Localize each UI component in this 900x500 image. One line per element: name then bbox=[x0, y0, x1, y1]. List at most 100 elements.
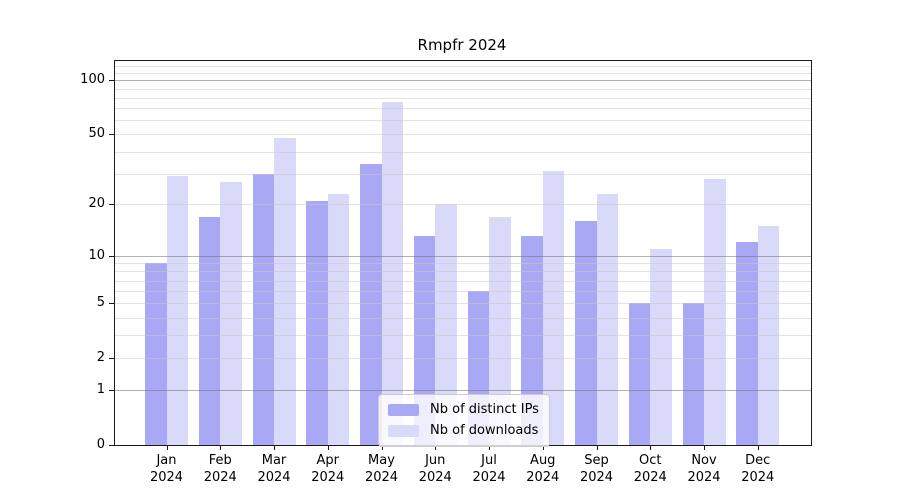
x-tick-month: Jan bbox=[156, 453, 177, 468]
gridline-minor bbox=[115, 97, 811, 99]
x-tick-label-sep: Sep 2024 bbox=[565, 452, 629, 486]
x-tick-label-apr: Apr 2024 bbox=[296, 452, 360, 486]
bar-downloads-nov bbox=[704, 178, 726, 445]
x-tick-label-nov: Nov 2024 bbox=[672, 452, 736, 486]
x-tick-label-jan: Jan 2024 bbox=[135, 452, 199, 486]
y-tick-label: 100 bbox=[80, 72, 105, 88]
bar-ips-apr bbox=[306, 200, 328, 445]
x-tick-label-mar: Mar 2024 bbox=[242, 452, 306, 486]
x-tick-year: 2024 bbox=[687, 470, 721, 485]
gridline-minor bbox=[115, 173, 811, 175]
bar-downloads-jun bbox=[435, 204, 457, 445]
x-tick-month: Mar bbox=[261, 453, 287, 468]
legend-label: Nb of distinct IPs bbox=[430, 402, 539, 417]
y-tick-label: 5 bbox=[96, 295, 105, 311]
bar-downloads-aug bbox=[542, 171, 565, 445]
y-tick-label: 10 bbox=[88, 247, 105, 263]
bar-downloads-mar bbox=[274, 137, 296, 445]
bar-ips-may bbox=[360, 164, 382, 445]
gridline-minor bbox=[115, 66, 811, 68]
y-tick-mark bbox=[109, 134, 114, 136]
gridline-major bbox=[115, 80, 811, 82]
x-tick-year: 2024 bbox=[579, 470, 614, 485]
plot-area: 0 1 2 5 10 20 50 100 Jan 2024 Feb 2024 Mar 2024 Apr 202… bbox=[80, 60, 812, 485]
y-tick-mark bbox=[109, 358, 114, 360]
x-tick-label-aug: Aug 2024 bbox=[511, 452, 575, 486]
x-tick-year: 2024 bbox=[149, 470, 184, 485]
x-tick-mark bbox=[596, 446, 598, 450]
y-tick-mark bbox=[109, 204, 114, 206]
bar-downloads-sep bbox=[596, 193, 618, 445]
x-tick-mark bbox=[381, 446, 383, 450]
y-tick-mark bbox=[109, 390, 114, 392]
x-tick-mark bbox=[650, 446, 652, 450]
x-tick-month: Jul bbox=[481, 453, 497, 468]
bar-downloads-dec bbox=[757, 225, 780, 445]
x-tick-month: Apr bbox=[316, 453, 340, 468]
x-tick-year: 2024 bbox=[472, 470, 506, 485]
legend-swatch bbox=[388, 424, 419, 437]
bar-ips-jan bbox=[145, 263, 167, 445]
x-tick-label-may: May 2024 bbox=[350, 452, 414, 486]
bar-ips-nov bbox=[682, 303, 704, 445]
x-tick-year: 2024 bbox=[257, 470, 291, 485]
x-tick-year: 2024 bbox=[526, 470, 560, 485]
gridline-minor bbox=[115, 134, 811, 136]
bar-downloads-oct bbox=[650, 248, 672, 445]
gridline-minor bbox=[115, 88, 811, 90]
legend-swatch bbox=[388, 403, 419, 416]
y-tick-label: 20 bbox=[88, 196, 105, 212]
bar-downloads-jan bbox=[166, 176, 188, 445]
y-tick-mark bbox=[109, 303, 114, 305]
bar-downloads-apr bbox=[327, 193, 350, 445]
legend: Nb of distinct IPs Nb of downloads bbox=[378, 394, 550, 447]
bar-downloads-may bbox=[381, 101, 403, 445]
x-tick-mark bbox=[166, 446, 168, 450]
x-tick-month: Feb bbox=[208, 453, 232, 468]
x-tick-month: Dec bbox=[745, 453, 771, 468]
x-tick-label-dec: Dec 2024 bbox=[726, 452, 790, 486]
y-tick-label: 2 bbox=[96, 350, 105, 366]
x-tick-mark bbox=[220, 446, 222, 450]
x-tick-month: May bbox=[368, 453, 395, 468]
x-tick-month: Nov bbox=[691, 453, 717, 468]
x-tick-mark bbox=[757, 446, 759, 450]
x-tick-month: Jun bbox=[425, 453, 446, 468]
x-tick-label-jul: Jul 2024 bbox=[457, 452, 521, 486]
bar-downloads-jul bbox=[489, 216, 511, 445]
y-tick-mark bbox=[109, 255, 114, 257]
x-tick-mark bbox=[704, 446, 705, 450]
x-tick-year: 2024 bbox=[311, 470, 345, 485]
x-tick-mark bbox=[489, 446, 490, 450]
bar-ips-sep bbox=[575, 221, 597, 445]
bar-ips-mar bbox=[252, 173, 274, 445]
x-tick-label-oct: Oct 2024 bbox=[618, 452, 682, 486]
x-tick-year: 2024 bbox=[633, 470, 667, 485]
y-tick-mark bbox=[109, 445, 114, 446]
x-tick-month: Sep bbox=[584, 453, 609, 468]
chart-title: Rmpfr 2024 bbox=[417, 36, 507, 54]
bar-ips-jun bbox=[413, 236, 436, 445]
x-tick-mark bbox=[274, 446, 275, 450]
gridline-minor bbox=[115, 151, 811, 153]
bar-ips-aug bbox=[521, 236, 543, 445]
gridline-minor bbox=[115, 72, 811, 74]
gridline-minor bbox=[115, 108, 811, 110]
x-tick-label-jun: Jun 2024 bbox=[403, 452, 467, 486]
x-tick-mark bbox=[435, 446, 437, 450]
y-tick-mark bbox=[109, 80, 114, 82]
x-tick-year: 2024 bbox=[364, 470, 399, 485]
y-tick-label: 1 bbox=[96, 382, 105, 398]
bar-downloads-feb bbox=[220, 181, 242, 445]
y-tick-label: 0 bbox=[96, 437, 105, 452]
x-tick-label-feb: Feb 2024 bbox=[188, 452, 252, 486]
legend-label: Nb of downloads bbox=[430, 423, 539, 438]
gridline-minor bbox=[115, 120, 811, 122]
bar-ips-feb bbox=[198, 216, 221, 445]
x-tick-month: Oct bbox=[639, 453, 662, 468]
legend-entry: Nb of downloads bbox=[388, 421, 539, 440]
x-tick-mark bbox=[542, 446, 544, 450]
bar-ips-dec bbox=[736, 242, 758, 445]
x-tick-year: 2024 bbox=[741, 470, 775, 485]
